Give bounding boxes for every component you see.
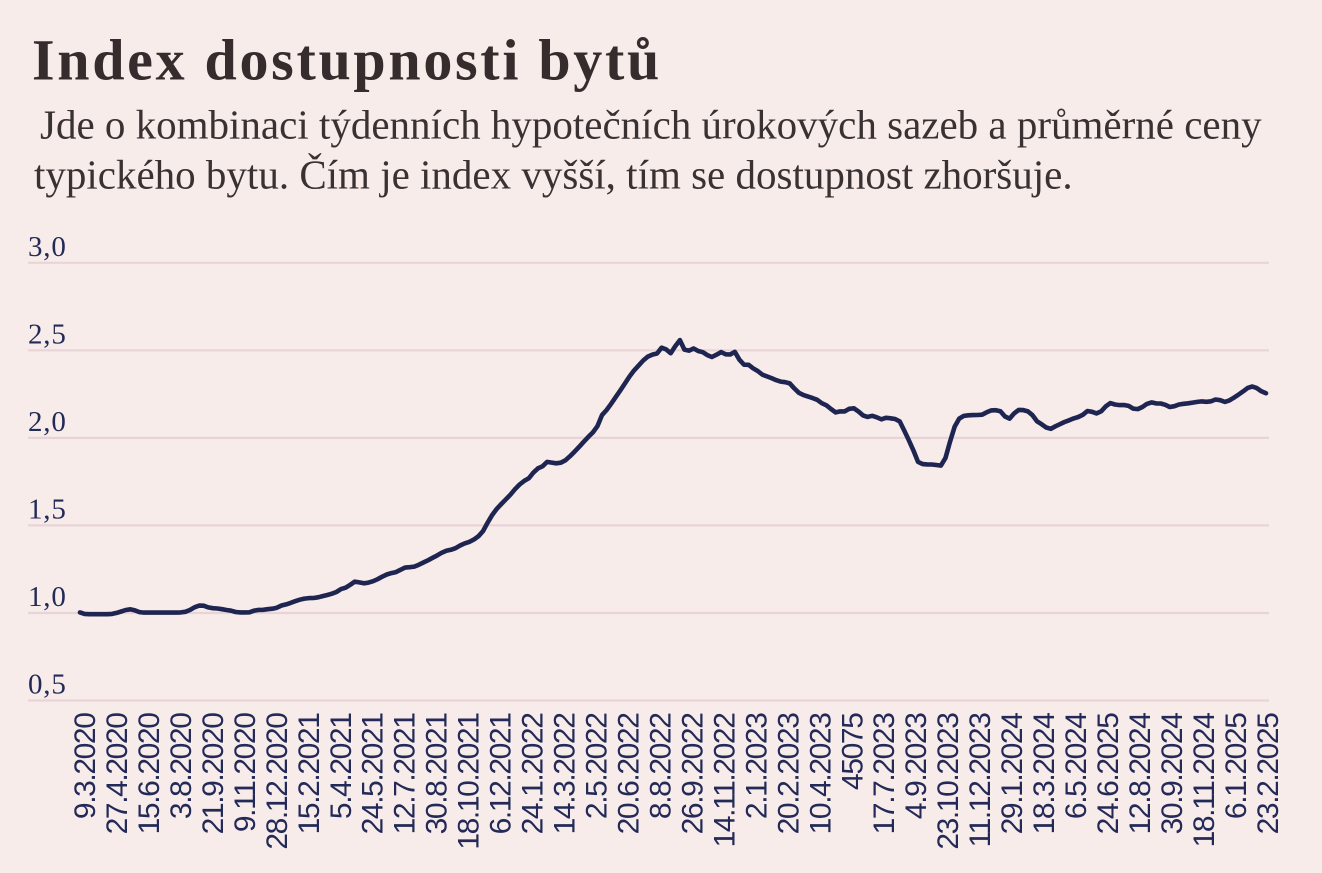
svg-text:6.12.2021: 6.12.2021 <box>485 713 518 835</box>
svg-text:1,5: 1,5 <box>28 493 67 525</box>
svg-text:9.11.2020: 9.11.2020 <box>229 713 262 832</box>
svg-text:29.1.2024: 29.1.2024 <box>996 713 1029 835</box>
svg-text:23.2.2025: 23.2.2025 <box>1252 713 1285 835</box>
svg-text:6.1.2025: 6.1.2025 <box>1220 713 1253 819</box>
svg-text:4.9.2023: 4.9.2023 <box>900 713 933 819</box>
svg-text:14.3.2022: 14.3.2022 <box>549 713 582 835</box>
svg-text:24.6.2025: 24.6.2025 <box>1092 713 1125 835</box>
svg-text:20.2.2023: 20.2.2023 <box>772 713 805 835</box>
svg-text:18.10.2021: 18.10.2021 <box>453 713 486 850</box>
svg-text:6.5.2024: 6.5.2024 <box>1060 713 1093 819</box>
svg-text:28.12.2020: 28.12.2020 <box>261 713 294 850</box>
svg-text:3.8.2020: 3.8.2020 <box>165 713 198 819</box>
svg-text:2.1.2023: 2.1.2023 <box>740 713 773 819</box>
svg-text:9.3.2020: 9.3.2020 <box>69 713 102 819</box>
svg-text:5.4.2021: 5.4.2021 <box>325 713 358 819</box>
svg-text:15.2.2021: 15.2.2021 <box>293 713 326 835</box>
svg-text:0,5: 0,5 <box>28 669 67 701</box>
svg-text:15.6.2020: 15.6.2020 <box>133 713 166 835</box>
svg-text:18.3.2024: 18.3.2024 <box>1028 713 1061 835</box>
svg-text:21.9.2020: 21.9.2020 <box>197 713 230 835</box>
svg-text:45075: 45075 <box>836 713 869 790</box>
svg-text:2.5.2022: 2.5.2022 <box>581 713 614 819</box>
svg-text:8.8.2022: 8.8.2022 <box>645 713 678 819</box>
svg-text:20.6.2022: 20.6.2022 <box>613 713 646 835</box>
svg-text:30.8.2021: 30.8.2021 <box>421 713 454 835</box>
svg-text:30.9.2024: 30.9.2024 <box>1156 713 1189 835</box>
svg-text:3,0: 3,0 <box>28 231 67 263</box>
svg-text:2,5: 2,5 <box>28 318 67 350</box>
svg-text:12.8.2024: 12.8.2024 <box>1124 713 1157 835</box>
svg-text:10.4.2023: 10.4.2023 <box>804 713 837 835</box>
svg-text:2,0: 2,0 <box>28 406 67 438</box>
svg-text:18.11.2024: 18.11.2024 <box>1188 713 1221 848</box>
svg-text:typického bytu. Čím je index v: typického bytu. Čím je index vyšší, tím … <box>34 152 1073 198</box>
svg-text:Index dostupnosti bytů: Index dostupnosti bytů <box>32 28 662 93</box>
svg-text:24.5.2021: 24.5.2021 <box>357 713 390 835</box>
svg-text:Jde o kombinaci týdenních hypo: Jde o kombinaci týdenních hypotečních úr… <box>40 102 1262 148</box>
svg-text:12.7.2021: 12.7.2021 <box>389 713 422 835</box>
svg-text:24.1.2022: 24.1.2022 <box>517 713 550 835</box>
svg-text:14.11.2022: 14.11.2022 <box>708 713 741 848</box>
svg-text:1,0: 1,0 <box>28 581 67 613</box>
svg-text:27.4.2020: 27.4.2020 <box>101 713 134 835</box>
svg-text:17.7.2023: 17.7.2023 <box>868 713 901 835</box>
svg-text:23.10.2023: 23.10.2023 <box>932 713 965 850</box>
svg-text:11.12.2023: 11.12.2023 <box>964 713 997 848</box>
svg-text:26.9.2022: 26.9.2022 <box>676 713 709 835</box>
